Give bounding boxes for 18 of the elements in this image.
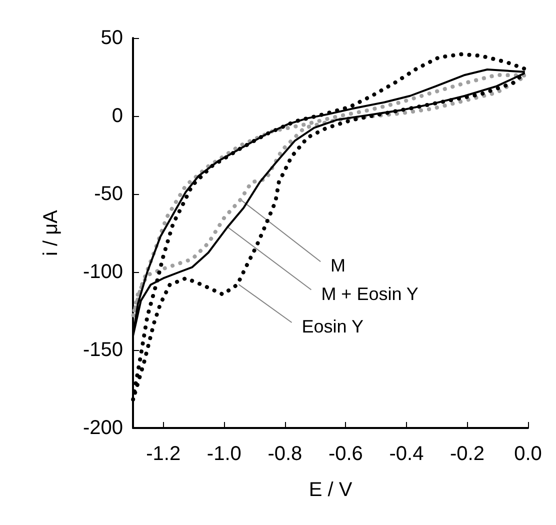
x-tick-label: -0.8 <box>268 443 302 465</box>
x-tick-label: -0.6 <box>328 443 363 465</box>
y-tick-label: 50 <box>100 27 123 49</box>
y-tick-label: -150 <box>82 339 123 361</box>
y-tick-label: -100 <box>82 261 123 283</box>
x-tick-label: -0.4 <box>389 443 424 465</box>
annotation: Eosin Y <box>302 316 364 336</box>
x-tick-label: -1.0 <box>206 443 242 465</box>
x-tick-label: 0.0 <box>514 443 542 465</box>
y-tick-label: -50 <box>94 183 123 205</box>
annotation: M <box>330 256 346 276</box>
y-tick-label: -200 <box>82 417 123 439</box>
x-axis-title: E / V <box>308 479 353 501</box>
x-tick-label: -0.2 <box>450 443 484 465</box>
annotation: M + Eosin Y <box>321 284 418 304</box>
y-tick-label: 0 <box>112 105 123 127</box>
x-tick-label: -1.2 <box>146 443 181 465</box>
y-axis-title: i / μA <box>40 209 62 256</box>
